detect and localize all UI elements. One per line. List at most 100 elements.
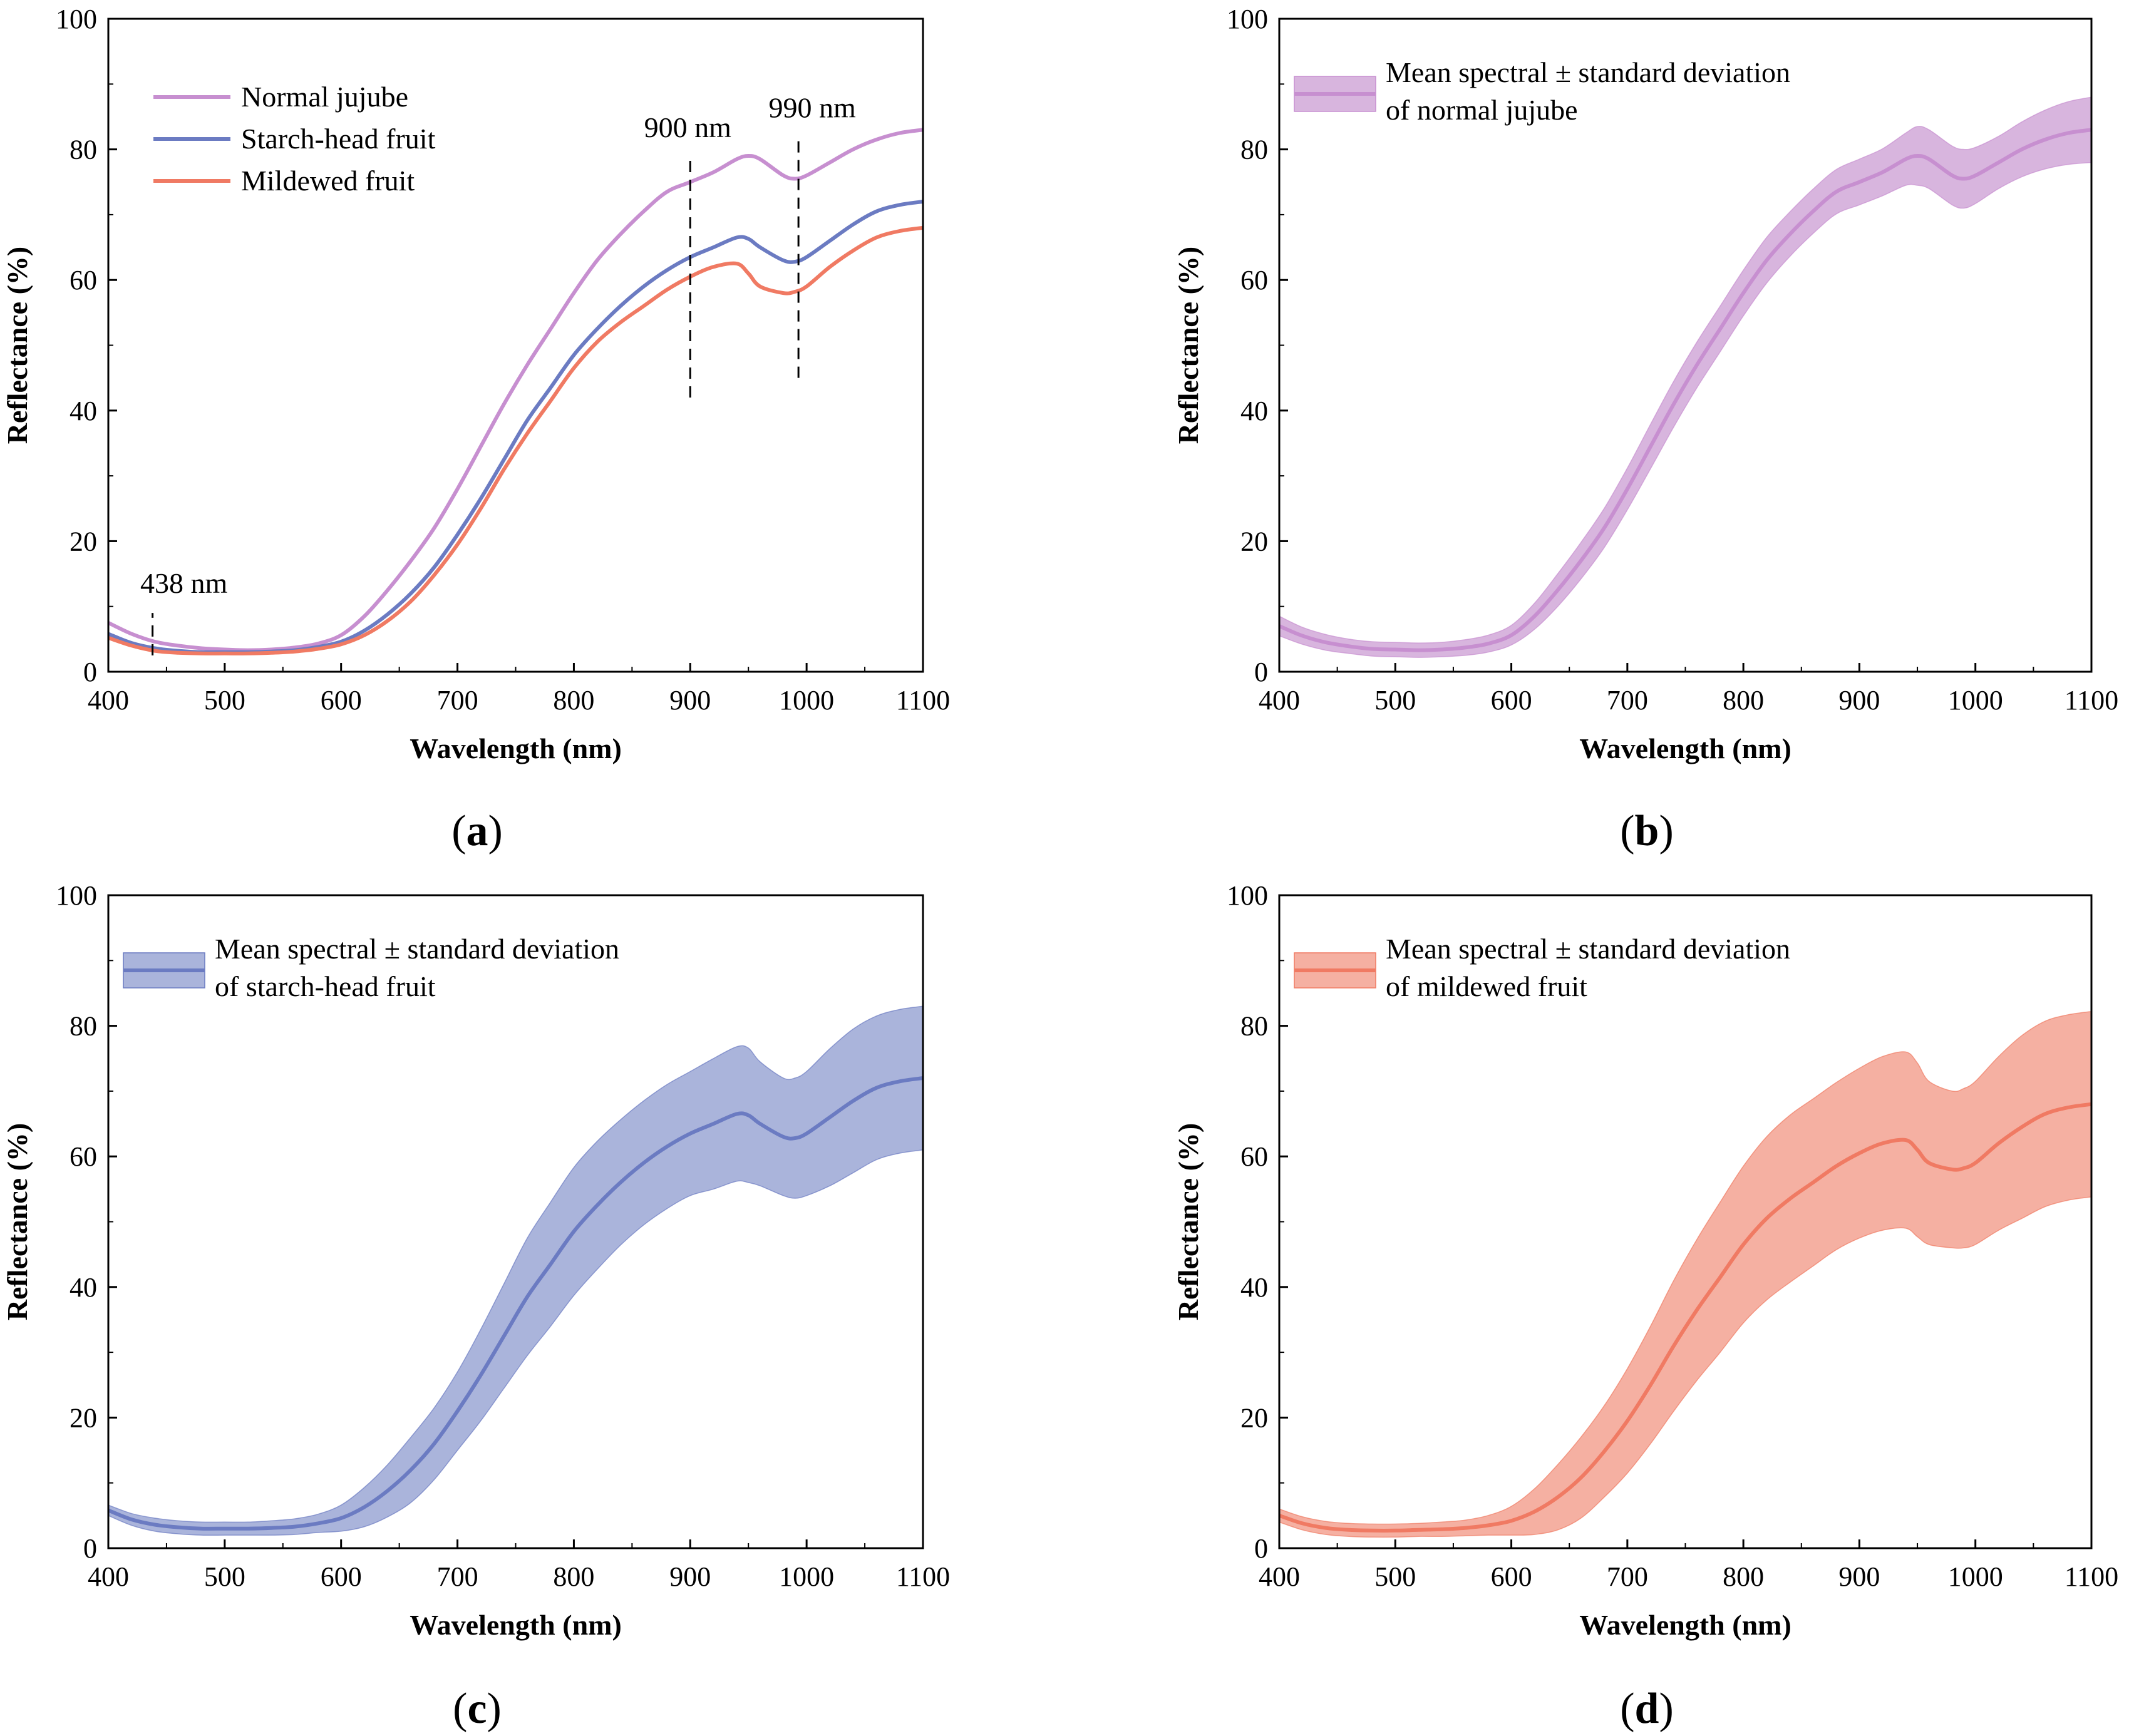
legend: Mean spectral ± standard deviation of nor… [1294,56,1790,126]
x-tick-label: 500 [204,685,245,716]
legend: Mean spectral ± standard deviation of sta… [123,933,619,1002]
y-tick-label: 60 [70,1141,97,1172]
annotation-label: 438 nm [140,567,228,599]
x-tick-label: 900 [669,1561,711,1592]
x-tick-label: 1100 [2065,685,2118,716]
x-tick-label: 1100 [896,685,950,716]
y-tick-label: 0 [1254,657,1268,687]
caption-letter: c [467,1685,487,1733]
y-tick-label: 80 [70,1011,97,1042]
x-tick-label: 1000 [1948,1561,2003,1592]
caption-close: ) [488,807,503,855]
annotation-label: 900 nm [644,111,732,143]
y-tick-label: 60 [1240,1141,1268,1172]
annotation-label: 990 nm [768,92,856,124]
plot-frame [107,18,924,673]
series-line-1 [107,128,924,652]
caption-close: ) [1659,1685,1673,1733]
caption-open: ( [451,807,466,855]
y-tick-label: 20 [70,1402,97,1433]
legend: Mean spectral ± standard deviation of mil… [1294,933,1790,1002]
x-tick-label: 800 [1723,1561,1764,1592]
x-axis-title: Wavelength (nm) [410,732,622,764]
x-tick-label: 800 [1723,685,1764,716]
x-tick-label: 400 [88,1561,129,1592]
x-tick-label: 800 [553,1561,594,1592]
y-tick-label: 80 [1240,1011,1268,1042]
chart-panel-d: Mean spectral ± standard deviation of mil… [1172,880,2118,1733]
y-tick-label: 0 [83,657,97,687]
axes: 400 500 600 700 800 900 1000 1100 0 20 40 60 80 100 Wa… [1172,880,2118,1641]
y-axis-title: Reflectance (%) [1172,1123,1204,1320]
y-tick-label: 40 [70,1272,97,1303]
mean-line [107,1076,924,1531]
y-tick-label: 0 [1254,1533,1268,1564]
panel-caption: (c) [453,1685,502,1733]
x-tick-label: 1000 [1948,685,2003,716]
y-tick-label: 40 [1240,1272,1268,1303]
x-tick-label: 600 [321,1561,362,1592]
x-tick-label: 700 [1607,685,1648,716]
x-tick-label: 900 [669,685,711,716]
plot-area [107,1005,924,1536]
caption-letter: d [1635,1685,1659,1733]
legend-label: Mean spectral ± standard deviation [1386,56,1790,88]
x-tick-label: 1100 [896,1561,950,1592]
y-tick-label: 60 [1240,265,1268,295]
y-tick-label: 100 [1227,4,1268,34]
y-tick-label: 80 [1240,135,1268,165]
plot-frame [1278,18,2093,673]
chart-panel-c: Mean spectral ± standard deviation of sta… [1,880,950,1733]
y-tick-label: 20 [1240,1402,1268,1433]
x-tick-label: 600 [1491,1561,1532,1592]
legend-label: Mildewed fruit [241,165,415,197]
legend-label: Mean spectral ± standard deviation [1386,933,1790,965]
x-tick-label: 1000 [779,685,834,716]
x-tick-label: 1100 [2065,1561,2118,1592]
x-tick-label: 700 [1607,1561,1648,1592]
legend-label: of mildewed fruit [1386,970,1587,1002]
plot-area [1279,1010,2092,1538]
legend-label: Mean spectral ± standard deviation [215,933,619,965]
std-band [108,1005,924,1536]
legend: Normal jujube Starch-head fruit Mildewed f… [153,81,436,197]
mean-line [1279,1102,2092,1533]
x-tick-label: 500 [1374,1561,1416,1592]
x-tick-label: 500 [204,1561,245,1592]
x-tick-label: 600 [1491,685,1532,716]
x-tick-label: 600 [321,685,362,716]
caption-open: ( [1620,807,1634,855]
caption-open: ( [1620,1685,1634,1733]
x-tick-label: 900 [1838,685,1880,716]
y-tick-label: 80 [70,135,97,165]
y-tick-label: 100 [1227,880,1268,911]
panel-caption: (b) [1620,807,1674,855]
axes: 400 500 600 700 800 900 1000 1100 0 20 40 60 80 100 Wa… [1,880,950,1641]
legend-label: of starch-head fruit [215,970,436,1002]
x-tick-label: 500 [1374,685,1416,716]
axes: 400 500 600 700 800 900 1000 1100 0 20 40 60 80 100 Wa… [1,4,950,764]
chart-panel-b: Mean spectral ± standard deviation of nor… [1172,4,2118,855]
chart-panel-a: 438 nm 900 nm 990 nm Normal jujube Starch-he… [1,4,950,855]
mean-line [1278,128,2092,652]
x-axis-title: Wavelength (nm) [1579,1609,1791,1641]
x-tick-label: 400 [88,685,129,716]
caption-letter: b [1635,807,1659,855]
x-tick-label: 400 [1259,685,1300,716]
plot-frame [1278,894,2093,1549]
caption-close: ) [1659,807,1673,855]
panel-caption: (d) [1620,1685,1674,1733]
x-axis-title: Wavelength (nm) [410,1609,622,1641]
y-axis-title: Reflectance (%) [1172,247,1204,444]
y-tick-label: 60 [70,265,97,295]
caption-close: ) [487,1685,502,1733]
y-axis-title: Reflectance (%) [1,1123,33,1320]
series-line-3 [108,225,924,655]
legend-label: of normal jujube [1386,94,1578,126]
y-tick-label: 0 [83,1533,97,1564]
x-axis-title: Wavelength (nm) [1579,732,1791,764]
x-tick-label: 900 [1838,1561,1880,1592]
y-tick-label: 100 [56,880,97,911]
caption-open: ( [453,1685,467,1733]
